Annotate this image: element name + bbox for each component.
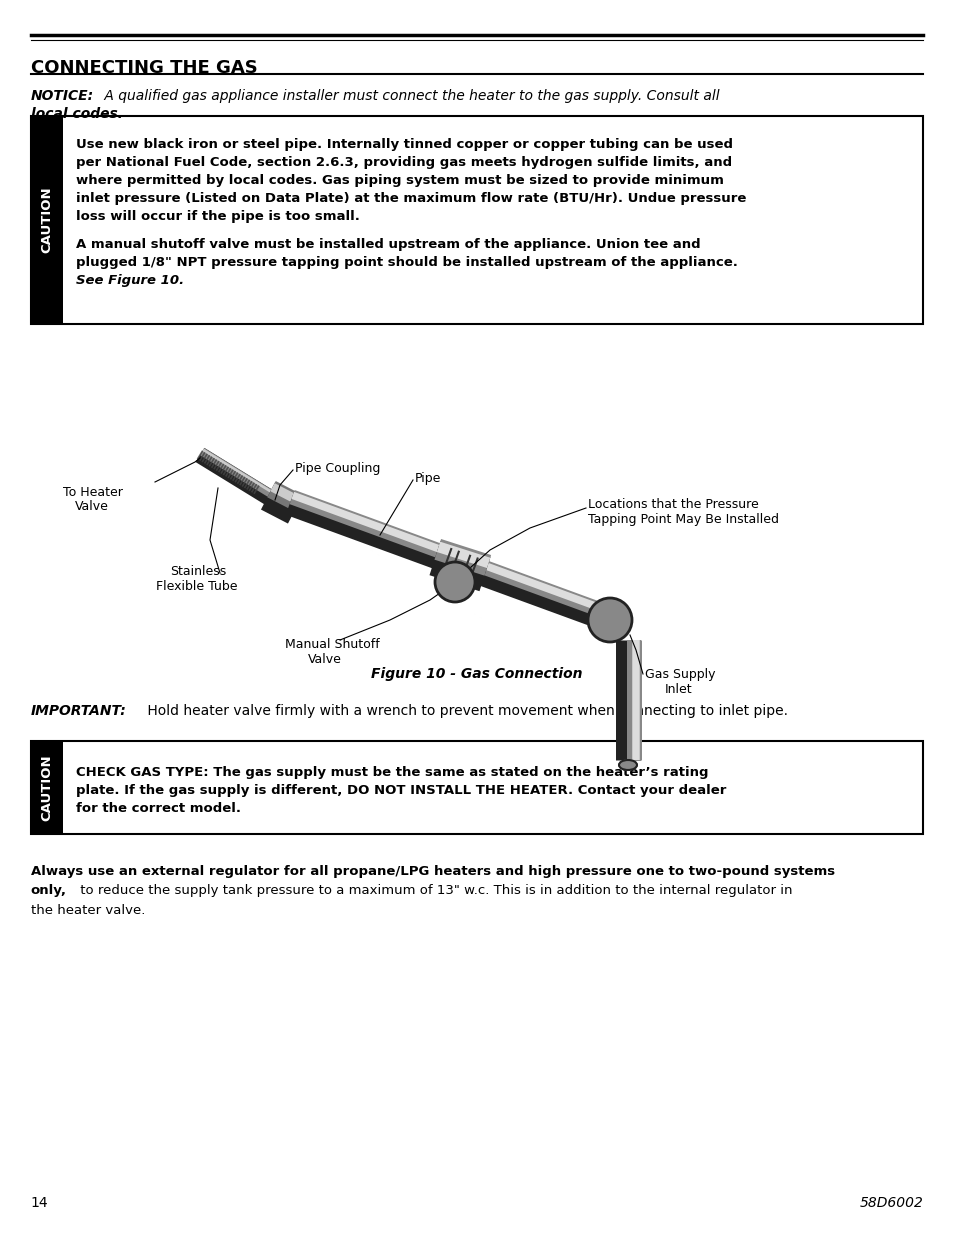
Text: NOTICE:: NOTICE: bbox=[30, 89, 93, 103]
Text: Hold heater valve firmly with a wrench to prevent movement when connecting to in: Hold heater valve firmly with a wrench t… bbox=[143, 704, 787, 718]
Text: CHECK GAS TYPE: The gas supply must be the same as stated on the heater’s rating: CHECK GAS TYPE: The gas supply must be t… bbox=[76, 766, 708, 779]
Text: Pipe: Pipe bbox=[415, 472, 441, 485]
Text: loss will occur if the pipe is too small.: loss will occur if the pipe is too small… bbox=[76, 210, 360, 224]
Bar bbox=[30, 741, 923, 834]
Text: Always use an external regulator for all propane/LPG heaters and high pressure o: Always use an external regulator for all… bbox=[30, 864, 834, 878]
Text: Use new black iron or steel pipe. Internally tinned copper or copper tubing can : Use new black iron or steel pipe. Intern… bbox=[76, 138, 733, 152]
Text: To Heater: To Heater bbox=[63, 487, 123, 499]
Text: 14: 14 bbox=[30, 1197, 48, 1210]
Text: only,: only, bbox=[30, 884, 67, 898]
Text: the heater valve.: the heater valve. bbox=[30, 904, 145, 918]
Text: See Figure 10.: See Figure 10. bbox=[76, 273, 184, 287]
Text: CAUTION: CAUTION bbox=[40, 186, 53, 253]
Ellipse shape bbox=[618, 760, 637, 769]
Text: Locations that the Pressure: Locations that the Pressure bbox=[587, 498, 758, 511]
Text: for the correct model.: for the correct model. bbox=[76, 802, 241, 815]
Text: A qualified gas appliance installer must connect the heater to the gas supply. C: A qualified gas appliance installer must… bbox=[100, 89, 720, 103]
Bar bbox=[30, 116, 63, 324]
Text: Inlet: Inlet bbox=[664, 683, 692, 697]
Text: CONNECTING THE GAS: CONNECTING THE GAS bbox=[30, 59, 257, 78]
Text: Gas Supply: Gas Supply bbox=[644, 668, 715, 680]
Text: per National Fuel Code, section 2.6.3, providing gas meets hydrogen sulfide limi: per National Fuel Code, section 2.6.3, p… bbox=[76, 157, 732, 169]
Text: to reduce the supply tank pressure to a maximum of 13" w.c. This is in addition : to reduce the supply tank pressure to a … bbox=[76, 884, 792, 898]
Text: plate. If the gas supply is different, DO NOT INSTALL THE HEATER. Contact your d: plate. If the gas supply is different, D… bbox=[76, 784, 726, 797]
Text: Flexible Tube: Flexible Tube bbox=[156, 580, 237, 593]
Text: Manual Shutoff: Manual Shutoff bbox=[285, 638, 379, 651]
Text: Valve: Valve bbox=[75, 500, 109, 513]
Text: inlet pressure (Listed on Data Plate) at the maximum flow rate (BTU/Hr). Undue p: inlet pressure (Listed on Data Plate) at… bbox=[76, 191, 746, 205]
Text: where permitted by local codes. Gas piping system must be sized to provide minim: where permitted by local codes. Gas pipi… bbox=[76, 174, 723, 188]
Text: Tapping Point May Be Installed: Tapping Point May Be Installed bbox=[587, 513, 779, 526]
Bar bbox=[30, 741, 63, 834]
Text: local codes.: local codes. bbox=[30, 107, 122, 121]
Text: A manual shutoff valve must be installed upstream of the appliance. Union tee an: A manual shutoff valve must be installed… bbox=[76, 237, 700, 251]
Circle shape bbox=[435, 562, 475, 601]
Text: Valve: Valve bbox=[308, 653, 341, 666]
Text: Stainless: Stainless bbox=[170, 564, 226, 578]
Text: IMPORTANT:: IMPORTANT: bbox=[30, 704, 126, 718]
Text: plugged 1/8" NPT pressure tapping point should be installed upstream of the appl: plugged 1/8" NPT pressure tapping point … bbox=[76, 256, 738, 269]
Bar bbox=[30, 116, 923, 324]
Text: Pipe Coupling: Pipe Coupling bbox=[294, 462, 380, 475]
Text: 58D6002: 58D6002 bbox=[859, 1197, 923, 1210]
Circle shape bbox=[587, 598, 631, 642]
Text: Figure 10 - Gas Connection: Figure 10 - Gas Connection bbox=[371, 667, 582, 680]
Text: CAUTION: CAUTION bbox=[40, 755, 53, 820]
